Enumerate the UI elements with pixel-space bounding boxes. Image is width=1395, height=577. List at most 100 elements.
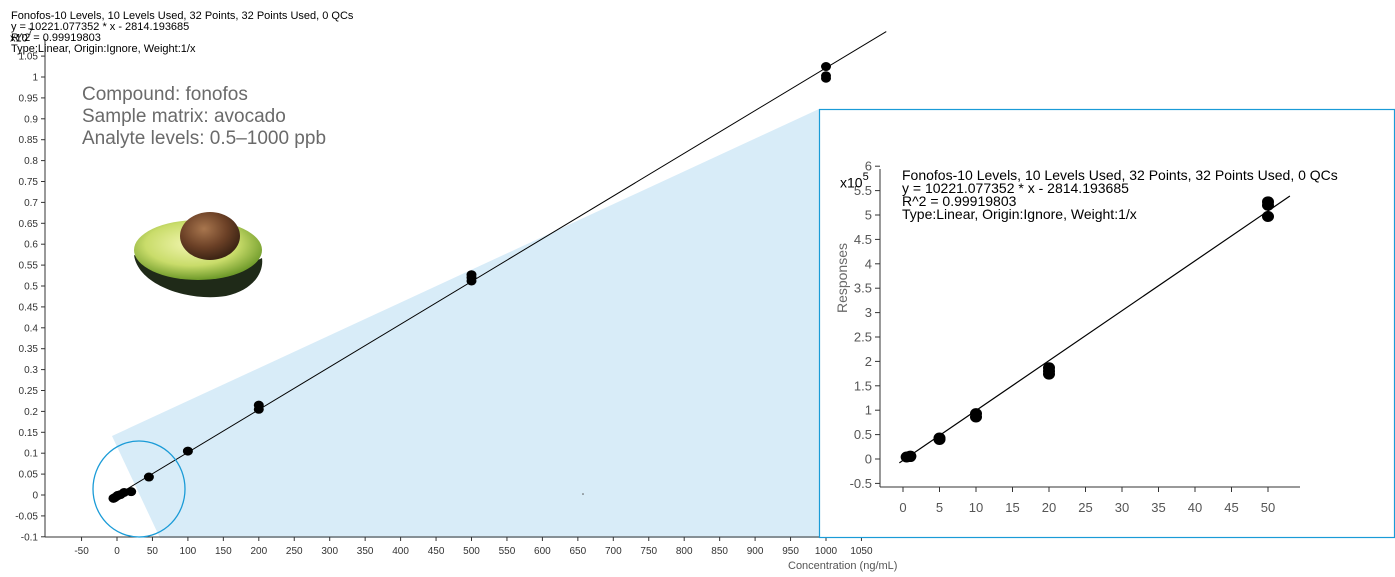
inset-data-point <box>904 451 917 463</box>
inset-x-tick-label: 0 <box>899 500 906 515</box>
inset-x-tick-label: 15 <box>1005 500 1019 515</box>
inset-y-tick-label: 3 <box>865 305 872 320</box>
main-y-tick-label: 0.2 <box>24 407 38 418</box>
inset-y-exponent: x105 <box>840 171 869 191</box>
inset-x-tick-label: 50 <box>1261 500 1275 515</box>
main-x-tick-label: 600 <box>534 546 551 557</box>
main-data-point <box>143 472 154 482</box>
main-y-tick-label: 1 <box>32 73 38 84</box>
inset-data-point <box>1262 196 1274 208</box>
main-x-tick-label: 850 <box>711 546 728 557</box>
main-x-tick-label: 300 <box>321 546 338 557</box>
main-x-tick-label: 1000 <box>815 546 838 557</box>
inset-y-tick-label: 1.5 <box>854 378 872 393</box>
main-y-tick-label: 0.1 <box>24 449 38 460</box>
inset-y-tick-label: 5 <box>865 208 872 223</box>
main-y-exponent: x107 <box>10 27 33 45</box>
main-y-tick-label: 0.4 <box>24 323 38 334</box>
main-x-tick-label: 0 <box>114 546 120 557</box>
main-y-tick-label: 0.9 <box>24 114 38 125</box>
main-x-tick-label: 100 <box>180 546 197 557</box>
main-data-point <box>182 446 193 456</box>
main-y-tick-label: -0.05 <box>15 511 38 522</box>
main-x-tick-label: 950 <box>782 546 799 557</box>
inset-y-exponent-power: 5 <box>862 171 869 183</box>
inset-y-tick-label: 6 <box>865 159 872 174</box>
main-fit-line <box>109 31 887 500</box>
main-y-tick-label: 0.65 <box>19 219 39 230</box>
inset-data-point <box>1262 210 1274 222</box>
main-title-line: Fonofos-10 Levels, 10 Levels Used, 32 Po… <box>11 10 354 22</box>
inset-y-tick-label: 2 <box>865 354 872 369</box>
main-y-exponent-base: x10 <box>10 32 28 45</box>
inset-y-axis-title: Responses <box>834 242 850 314</box>
main-x-tick-label: 700 <box>605 546 622 557</box>
main-equation-line: y = 10221.077352 * x - 2814.193685 <box>11 21 190 33</box>
inset-y-tick-label: 1 <box>865 403 872 418</box>
annotation-matrix: Sample matrix: avocado <box>82 106 286 127</box>
main-x-tick-label: 1050 <box>850 546 873 557</box>
main-y-tick-label: 0 <box>32 491 38 502</box>
inset-y-tick-label: 5.5 <box>854 183 872 198</box>
main-x-tick-label: 200 <box>250 546 267 557</box>
main-y-tick-label: 0.8 <box>24 156 38 167</box>
inset-y-tick-label: 0 <box>865 452 872 467</box>
main-y-tick-label: 0.35 <box>19 344 39 355</box>
inset-r2-line: R^2 = 0.99919803 <box>902 193 1017 209</box>
inset-x-tick-label: 40 <box>1188 500 1202 515</box>
main-y-tick-label: 0.15 <box>19 428 39 439</box>
main-x-tick-label: 450 <box>428 546 445 557</box>
inset-chart-info: Fonofos-10 Levels, 10 Levels Used, 32 Po… <box>902 168 1338 222</box>
main-y-tick-label: 0.05 <box>19 470 39 481</box>
main-y-tick-label: 0.6 <box>24 240 38 251</box>
main-x-tick-label: -50 <box>74 546 89 557</box>
inset-x-tick-label: 5 <box>936 500 943 515</box>
inset-equation-line: y = 10221.077352 * x - 2814.193685 <box>902 180 1129 196</box>
inset-x-tick-label: 20 <box>1042 500 1056 515</box>
main-plot: -0.1 -0.05 0 0.05 0.1 0.15 0.2 0.25 0.3 0.35 0.4 0.… <box>15 31 890 557</box>
main-x-tick-label: 750 <box>640 546 657 557</box>
main-y-tick-label: 0.55 <box>19 261 39 272</box>
main-data-point <box>821 62 831 72</box>
main-x-tick-label: 50 <box>147 546 159 557</box>
main-y-tick-label: 1.05 <box>19 52 39 63</box>
annotation-levels: Analyte levels: 0.5–1000 ppb <box>82 128 327 149</box>
zoom-highlight-wedge <box>112 109 819 538</box>
main-x-tick-label: 350 <box>357 546 374 557</box>
main-x-axis-title: Concentration (ng/mL) <box>788 560 898 572</box>
main-y-tick-label: 0.75 <box>19 177 39 188</box>
main-y-tick-label: 0.85 <box>19 135 39 146</box>
main-x-tick-label: 800 <box>676 546 693 557</box>
inset-data-point <box>970 408 982 420</box>
inset-type-line: Type:Linear, Origin:Ignore, Weight:1/x <box>902 206 1137 222</box>
main-y-tick-label: 0.3 <box>24 365 38 376</box>
main-y-tick-label: 0.95 <box>19 93 39 104</box>
main-x-tick-label: 550 <box>499 546 516 557</box>
main-y-tick-label: 0.25 <box>19 386 39 397</box>
main-x-tick-label: 650 <box>570 546 587 557</box>
main-data-point <box>253 400 264 410</box>
inset-data-point <box>933 433 946 445</box>
inset-x-tick-label: 25 <box>1078 500 1092 515</box>
highlight-layer <box>112 109 819 538</box>
stray-dot <box>582 493 584 495</box>
main-data-point <box>466 270 477 280</box>
main-r2-line: R^2 = 0.99919803 <box>11 32 101 44</box>
inset-y-tick-label: 4.5 <box>854 232 872 247</box>
compound-annotation: Compound: fonofos Sample matrix: avocado… <box>82 84 326 150</box>
main-y-tick-label: 0.5 <box>24 282 38 293</box>
inset-x-tick-label: 45 <box>1224 500 1238 515</box>
inset-y-tick-label: 3.5 <box>854 281 872 296</box>
inset-x-tick-label: 35 <box>1151 500 1165 515</box>
inset-y-tick-label: -0.5 <box>850 476 872 491</box>
main-data-point <box>821 71 831 81</box>
inset-y-tick-label: 4 <box>865 256 872 271</box>
main-type-line: Type:Linear, Origin:Ignore, Weight:1/x <box>11 43 196 55</box>
inset-data-point <box>1043 362 1055 374</box>
inset-y-tick-label: 0.5 <box>854 427 872 442</box>
main-data-point <box>126 487 137 497</box>
main-x-tick-label: 400 <box>392 546 409 557</box>
main-chart-info: Fonofos-10 Levels, 10 Levels Used, 32 Po… <box>11 11 353 55</box>
